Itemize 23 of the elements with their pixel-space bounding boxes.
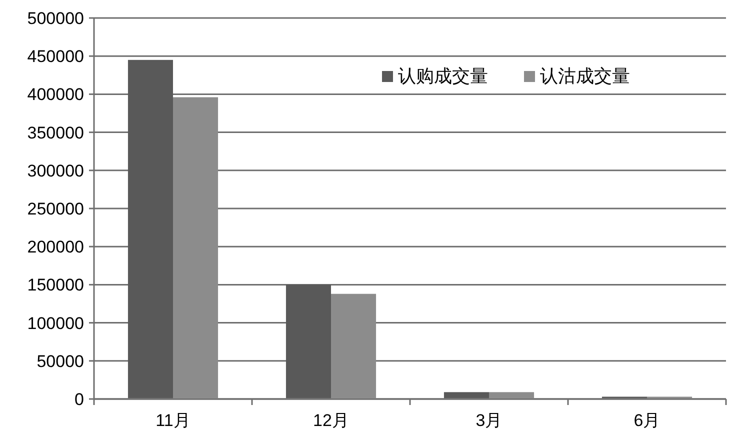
x-tick-label: 3月 [476,411,502,430]
bar [128,60,173,398]
x-tick-label: 12月 [313,411,349,430]
y-tick-label: 500000 [27,9,84,28]
y-tick-label: 400000 [27,85,84,104]
y-tick-label: 250000 [27,200,84,218]
legend-label: 认沽成交量 [540,66,630,86]
bar [286,284,331,398]
y-tick-label: 450000 [27,47,84,66]
bar [489,392,534,398]
x-tick-label: 6月 [634,411,660,430]
x-tick-label: 11月 [156,411,190,430]
y-tick-label: 0 [74,390,84,409]
y-tick-label: 50000 [36,352,84,371]
bar [444,392,489,398]
y-tick-label: 300000 [27,161,84,180]
bar [331,294,376,398]
legend-label: 认购成交量 [398,66,488,86]
y-tick-label: 200000 [27,238,84,257]
y-tick-label: 100000 [27,314,84,333]
y-tick-label: 350000 [27,123,84,142]
bar [173,97,218,398]
y-tick-label: 150000 [27,276,84,295]
